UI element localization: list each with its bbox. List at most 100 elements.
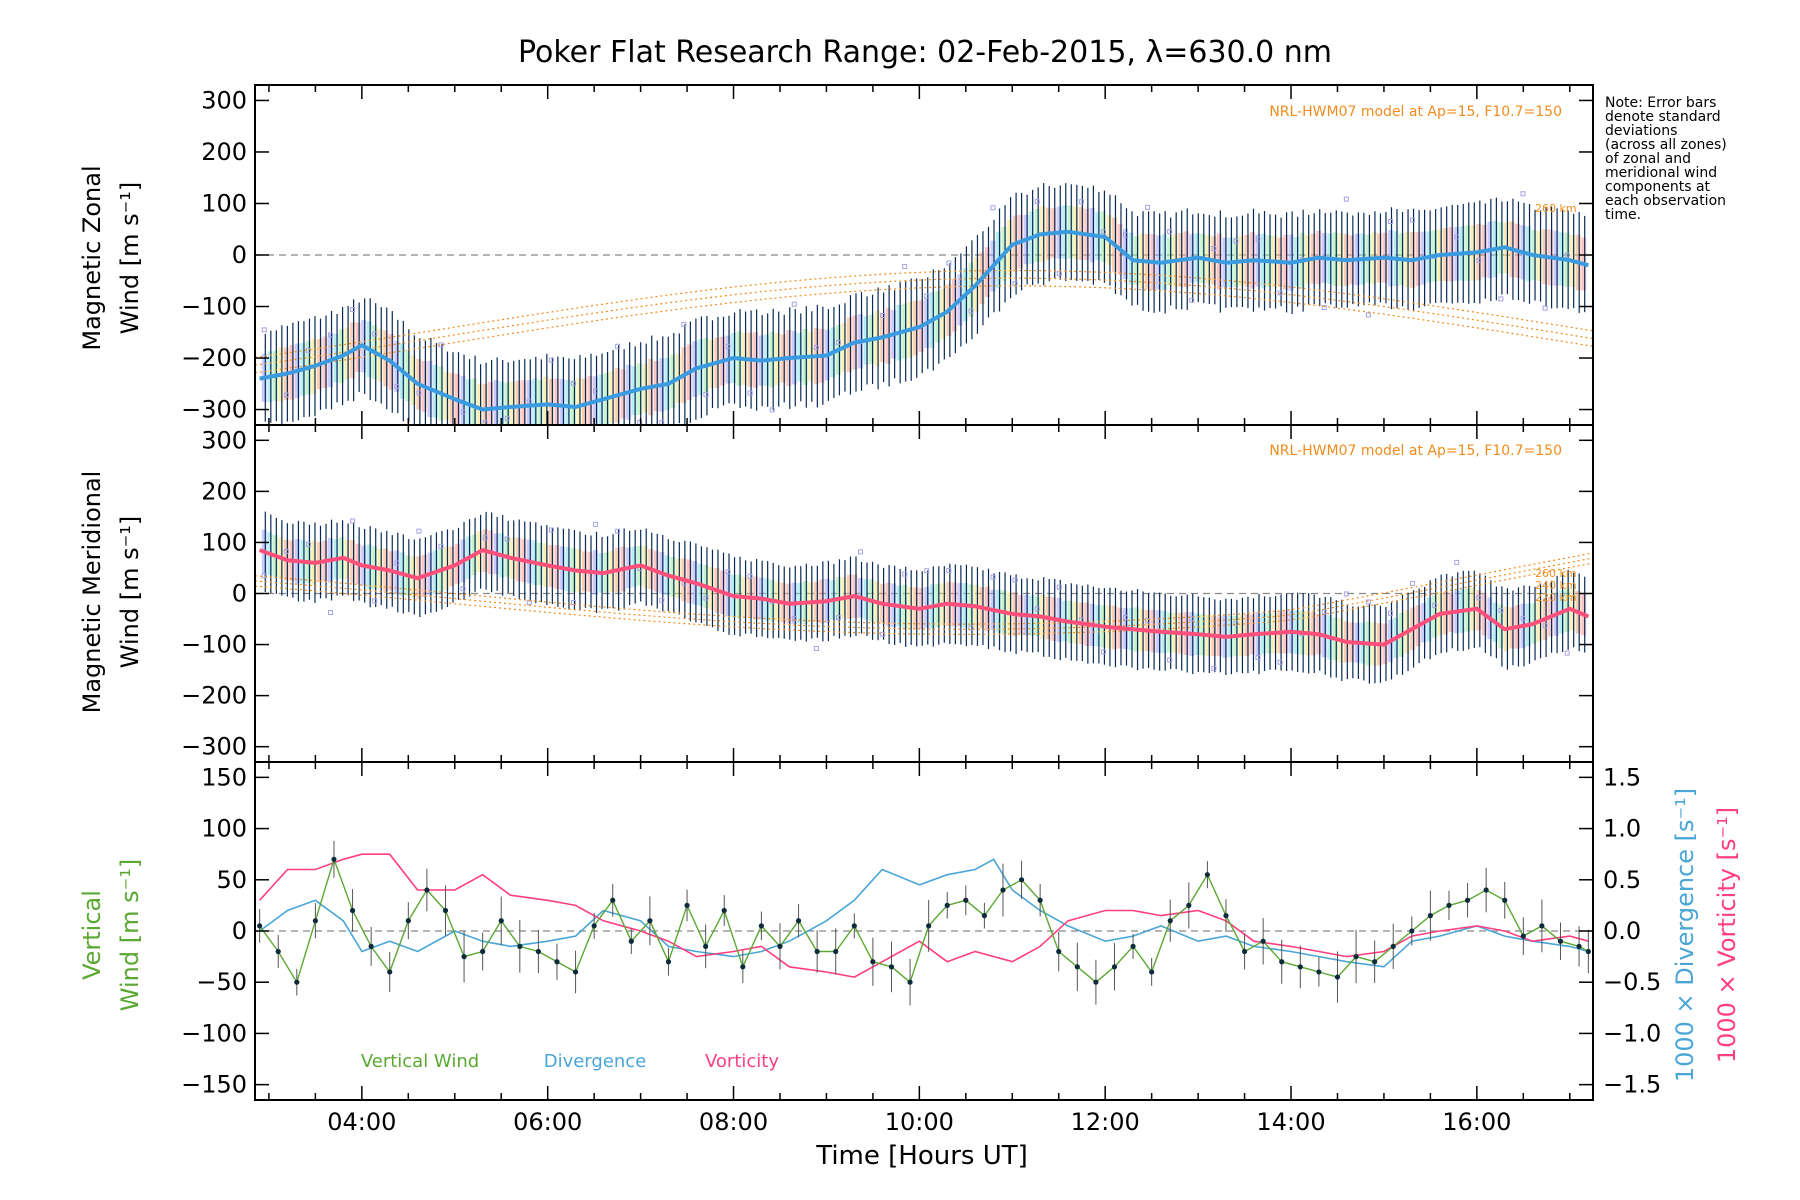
y2-tick-label: −1.0: [1603, 1019, 1661, 1047]
zonal-zone-sample: [813, 344, 819, 350]
meridional-zone-sample: [1387, 610, 1393, 616]
meridional-zone-sample: [416, 528, 422, 534]
zonal-data-layer: 260 km 300 200 100 0 −100 −200 −300: [181, 84, 1594, 426]
zonal-model-label: NRL-HWM07 model at Ap=15, F10.7=150: [1269, 104, 1562, 120]
zonal-zone-sample: [968, 308, 974, 314]
vertical-wind-point: [1372, 959, 1378, 965]
zonal-zone-sample: [769, 407, 775, 413]
meridional-zone-sample: [1211, 665, 1217, 671]
vertical-wind-point: [758, 923, 764, 929]
vertical-panel: 1.5 1.0 0.5 0.0 −0.5 −1.0 −1.5 150 100 50 0 −50 −100…: [78, 761, 1741, 1101]
vertical-wind-point: [387, 969, 393, 975]
vertical-wind-point: [294, 979, 300, 985]
zonal-zone-sample: [1520, 191, 1526, 197]
vertical-ylabel-line2: Wind [m s⁻¹]: [116, 859, 144, 1012]
meridional-zone-sample: [482, 535, 488, 541]
zonal-zone-sample: [1454, 234, 1460, 240]
meridional-zone-sample: [659, 597, 665, 603]
vertical-wind-point: [405, 918, 411, 924]
vertical-wind-point: [944, 902, 950, 908]
zonal-zone-sample: [902, 264, 908, 270]
vertical-wind-point: [628, 938, 634, 944]
meridional-ylabel-unit: [m s⁻¹]: [116, 516, 144, 601]
vertical-wind-point: [257, 923, 263, 929]
zonal-y-tick-label: −300: [181, 396, 247, 424]
meridional-model-level-label: 220 km: [1535, 591, 1577, 604]
meridional-zone-sample: [1365, 599, 1371, 605]
zonal-zone-sample: [283, 392, 289, 398]
meridional-model-curve: [254, 557, 1594, 630]
meridional-zone-sample: [328, 610, 334, 616]
vertical-wind-point: [1585, 948, 1591, 955]
zonal-zone-sample: [946, 260, 952, 266]
legend-divergence: Divergence: [544, 1051, 647, 1072]
zonal-y-tick-label: 300: [201, 86, 247, 114]
vertical-wind-point: [554, 959, 560, 965]
vertical-wind-point: [1093, 979, 1099, 985]
meridional-mean-line: [258, 548, 1590, 647]
meridional-zone-sample: [1476, 595, 1482, 601]
vertical-y-tick-label: 50: [216, 866, 247, 894]
vertical-y-tick-label: −150: [181, 1071, 247, 1099]
meridional-zone-sample: [1277, 659, 1283, 665]
vertical-y-tick-label: −50: [196, 968, 247, 996]
vertical-wind-point: [461, 954, 467, 960]
meridional-zone-sample: [1410, 580, 1416, 586]
vertical-wind-point: [1464, 897, 1471, 903]
zonal-zone-sample: [593, 388, 599, 394]
meridional-model-curve: [254, 562, 1594, 635]
vertical-wind-point: [684, 902, 690, 908]
vertical-wind-point: [1502, 897, 1508, 903]
vorticity-y2label-text: 1000 × Vorticity: [1713, 868, 1741, 1063]
vertical-wind-point: [1260, 938, 1266, 944]
zonal-zone-sample: [703, 392, 709, 398]
vertical-wind-point: [1186, 902, 1192, 908]
vertical-wind-point: [740, 964, 746, 970]
meridional-zone-sample: [924, 568, 930, 574]
meridional-zone-sample: [1542, 623, 1548, 629]
vertical-ylabel-line1: Vertical: [78, 890, 106, 980]
vertical-wind-point: [1316, 969, 1322, 975]
vertical-wind-point: [1149, 969, 1155, 975]
meridional-y-tick-label: 100: [201, 528, 247, 556]
vertical-wind-point: [1390, 943, 1396, 949]
zonal-zone-sample: [1056, 271, 1062, 277]
meridional-zone-sample: [1123, 615, 1129, 621]
vertical-data-layer: 1.5 1.0 0.5 0.0 −0.5 −1.0 −1.5 150 100 50 0 −50 −100…: [181, 761, 1661, 1101]
zonal-zone-sample: [1211, 246, 1217, 252]
zonal-zone-sample: [1167, 229, 1173, 235]
meridional-zone-sample: [1343, 591, 1349, 597]
zonal-zone-sample: [835, 339, 841, 345]
zonal-ylabel-unit: [m s⁻¹]: [116, 182, 144, 267]
zonal-zone-sample: [1410, 217, 1416, 223]
zonal-zone-sample: [548, 357, 554, 363]
vertical-wind-point: [888, 964, 895, 970]
vertical-wind-point: [424, 887, 430, 893]
vertical-wind-point: [1018, 877, 1025, 883]
zonal-y-tick-label: 100: [201, 189, 247, 217]
zonal-zone-sample: [1100, 229, 1106, 235]
error-bar-note: Note: Error bars denote standard deviati…: [1605, 95, 1727, 223]
vertical-wind-point: [777, 943, 783, 949]
zonal-zone-sample: [747, 390, 753, 396]
meridional-y-tick-label: −300: [181, 733, 247, 761]
meridional-zone-sample: [1167, 657, 1173, 663]
vertical-wind-point: [814, 948, 820, 955]
zonal-y-tick-label: 0: [232, 241, 247, 269]
zonal-zone-sample: [1498, 296, 1504, 302]
zonal-zone-sample: [990, 205, 996, 211]
vertical-wind-point: [591, 923, 597, 929]
zonal-zone-sample: [1123, 232, 1129, 238]
meridional-zone-sample: [1056, 584, 1062, 590]
zonal-y-tick-label: 200: [201, 138, 247, 166]
vertical-y-tick-label: 0: [232, 917, 247, 945]
vorticity-line: [259, 853, 1589, 978]
y2-tick-label: 0.5: [1603, 866, 1641, 894]
meridional-zone-sample: [1233, 620, 1239, 626]
meridional-zone-sample: [880, 631, 886, 637]
vertical-wind-point: [517, 943, 523, 949]
zonal-mean-line: [259, 229, 1589, 412]
vertical-wind-point: [331, 856, 337, 862]
